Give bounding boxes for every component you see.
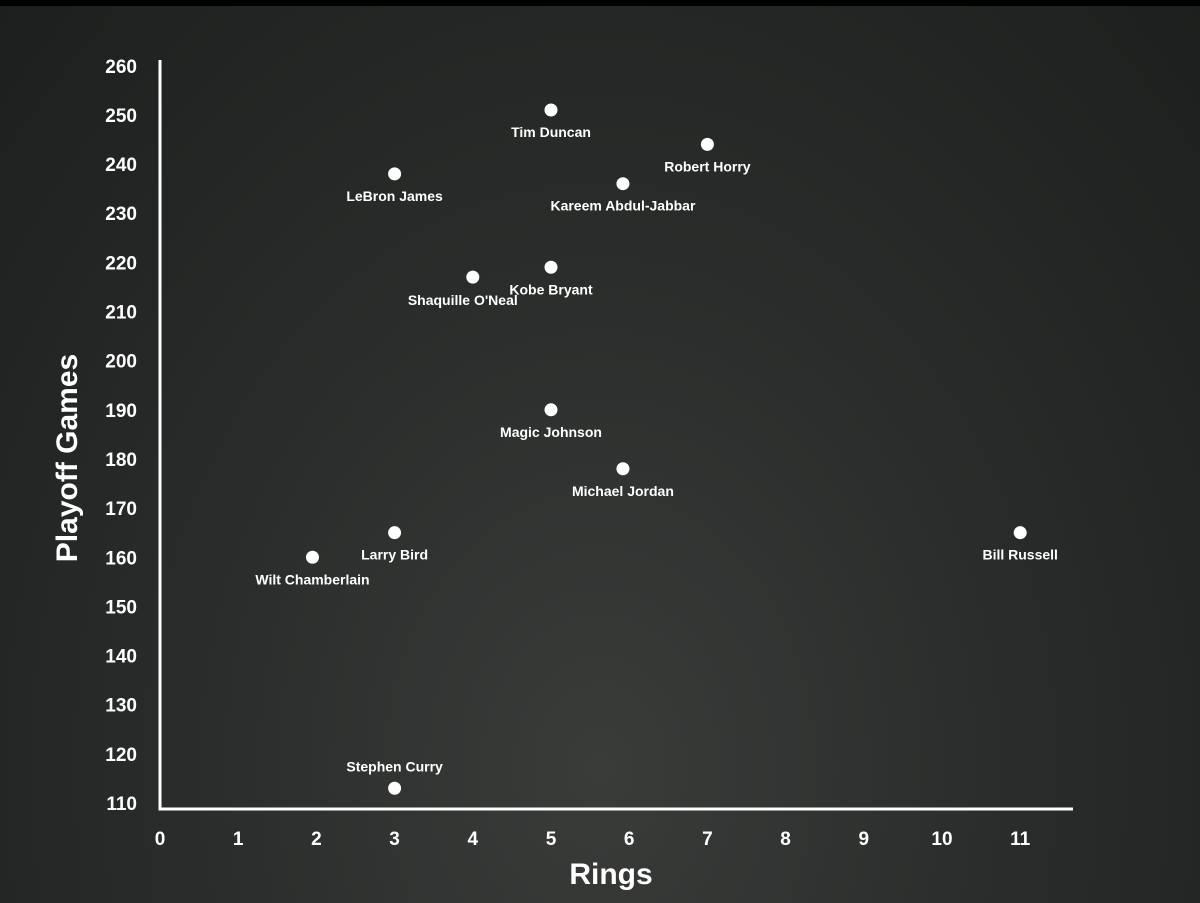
data-point bbox=[544, 403, 558, 417]
x-tick-label: 6 bbox=[624, 829, 635, 850]
data-point bbox=[700, 137, 714, 151]
y-tick-label: 150 bbox=[105, 597, 137, 618]
y-tick-label: 190 bbox=[105, 401, 137, 422]
data-point-label: Michael Jordan bbox=[572, 483, 674, 499]
data-point bbox=[544, 260, 558, 274]
top-border bbox=[0, 0, 1200, 6]
data-point bbox=[305, 550, 319, 564]
y-axis-ticks: 110 120 130 140 150 160 170 180 190 200 210 220 230 2… bbox=[105, 57, 137, 815]
data-point bbox=[466, 270, 480, 284]
data-point-label: Shaquille O'Neal bbox=[408, 292, 518, 308]
y-tick-label: 250 bbox=[105, 106, 137, 127]
x-tick-label: 7 bbox=[702, 829, 713, 850]
x-tick-label: 3 bbox=[389, 829, 400, 850]
y-tick-label: 200 bbox=[105, 352, 137, 373]
x-tick-label: 0 bbox=[155, 829, 166, 850]
data-point-label: Robert Horry bbox=[664, 158, 751, 174]
x-tick-label: 11 bbox=[1010, 829, 1031, 850]
data-point bbox=[388, 781, 402, 795]
y-tick-label: 230 bbox=[105, 204, 137, 225]
x-axis-ticks: 0 1 2 3 4 5 6 7 8 9 10 11 bbox=[155, 829, 1031, 850]
y-tick-label: 180 bbox=[105, 450, 137, 471]
x-tick-label: 2 bbox=[311, 829, 322, 850]
y-tick-label: 240 bbox=[105, 155, 137, 176]
data-point-label: Tim Duncan bbox=[511, 124, 591, 140]
x-tick-label: 9 bbox=[859, 829, 870, 850]
data-point-label: Stephen Curry bbox=[346, 758, 443, 774]
y-tick-label: 260 bbox=[105, 57, 137, 78]
data-point bbox=[1013, 526, 1027, 540]
data-point-label: Larry Bird bbox=[361, 547, 428, 563]
data-point-label: Kareem Abdul-Jabbar bbox=[550, 198, 696, 214]
y-tick-label: 220 bbox=[105, 253, 137, 274]
y-tick-label: 170 bbox=[105, 499, 137, 520]
y-tick-label: 110 bbox=[106, 794, 137, 815]
data-point bbox=[616, 462, 630, 476]
x-tick-label: 1 bbox=[233, 829, 244, 850]
y-tick-label: 120 bbox=[105, 745, 137, 766]
x-tick-label: 8 bbox=[780, 829, 791, 850]
data-point bbox=[388, 167, 402, 181]
y-tick-label: 130 bbox=[105, 696, 137, 717]
data-point-label: Magic Johnson bbox=[500, 424, 602, 440]
data-point-label: Wilt Chamberlain bbox=[255, 571, 369, 587]
data-point-label: Bill Russell bbox=[982, 547, 1057, 563]
y-axis-title: Playoff Games bbox=[51, 354, 84, 562]
data-point-label: Kobe Bryant bbox=[509, 281, 593, 297]
x-tick-label: 5 bbox=[546, 829, 557, 850]
x-tick-label: 10 bbox=[931, 829, 952, 850]
data-point-label: LeBron James bbox=[346, 188, 443, 204]
x-axis-title: Rings bbox=[569, 858, 652, 891]
x-tick-label: 4 bbox=[468, 829, 479, 850]
data-point bbox=[616, 177, 630, 191]
y-tick-label: 160 bbox=[105, 548, 137, 569]
y-tick-label: 140 bbox=[105, 647, 137, 668]
data-points: Tim Duncan Robert Horry LeBron James Kareem… bbox=[255, 103, 1058, 795]
data-point bbox=[544, 103, 558, 117]
data-point bbox=[388, 526, 402, 540]
y-tick-label: 210 bbox=[105, 303, 137, 324]
